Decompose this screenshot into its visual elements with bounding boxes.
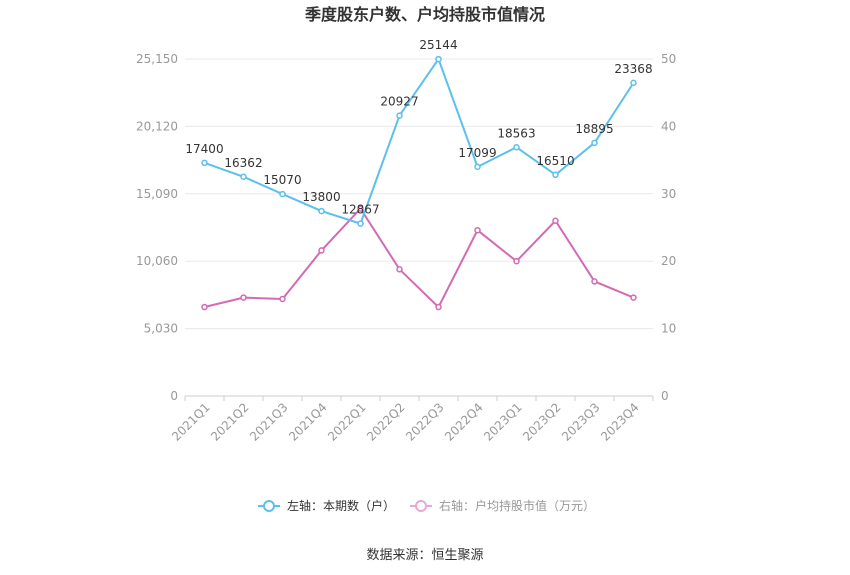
legend-marker-left xyxy=(263,500,275,512)
series xyxy=(201,55,637,311)
x-axis-tick-label: 2022Q2 xyxy=(364,400,408,444)
data-point-left xyxy=(513,144,520,151)
data-point-left xyxy=(318,207,325,215)
data-point-right xyxy=(240,294,247,301)
left-axis-tick-label: 15,090 xyxy=(136,187,178,201)
data-label: 20927 xyxy=(380,95,418,109)
series-line-right xyxy=(204,207,634,309)
right-axis-ticks: 0 10 20 30 40 50 xyxy=(661,52,676,403)
left-axis-tick-label: 25,150 xyxy=(136,52,178,66)
data-point-left xyxy=(591,139,598,147)
data-point-right xyxy=(474,226,481,234)
data-point-left xyxy=(357,220,364,227)
data-point-right xyxy=(318,247,325,254)
right-axis-tick-label: 0 xyxy=(661,389,669,403)
legend-item-left[interactable]: 左轴：本期数（户） xyxy=(258,498,395,513)
data-point-left xyxy=(396,112,403,119)
data-point-right xyxy=(591,278,598,285)
data-point-right xyxy=(279,295,286,303)
x-axis-tick-label: 2022Q4 xyxy=(442,400,486,444)
x-axis-tick-label: 2023Q3 xyxy=(559,400,603,444)
data-label: 17400 xyxy=(185,142,223,156)
data-point-left xyxy=(435,55,442,63)
right-axis-tick-label: 30 xyxy=(661,187,676,201)
right-axis-tick-label: 20 xyxy=(661,254,676,268)
left-axis-ticks: 0 5,030 10,060 15,090 20,120 25,150 xyxy=(136,52,178,403)
data-label: 16362 xyxy=(224,156,262,170)
series-line-left xyxy=(204,56,635,225)
data-label: 16510 xyxy=(536,154,574,168)
source-text: 数据来源：恒生聚源 xyxy=(366,548,483,563)
legend-label-left: 左轴：本期数（户） xyxy=(287,498,395,513)
x-axis-tick-label: 2021Q4 xyxy=(286,400,330,444)
x-axis-tick-label: 2023Q4 xyxy=(598,400,642,444)
data-point-left xyxy=(240,173,247,181)
x-axis-tick-label: 2021Q2 xyxy=(208,400,252,444)
x-axis-tick-label: 2022Q1 xyxy=(325,400,369,444)
left-axis-tick-label: 5,030 xyxy=(144,322,178,336)
data-label: 23368 xyxy=(614,62,652,76)
data-label: 25144 xyxy=(419,38,457,52)
data-label: 18895 xyxy=(575,122,613,136)
data-point-right xyxy=(552,217,559,225)
legend[interactable]: 左轴：本期数（户） 右轴：户均持股市值（万元） xyxy=(258,498,595,513)
right-axis-tick-label: 10 xyxy=(661,322,676,336)
legend-label-right: 右轴：户均持股市值（万元） xyxy=(439,498,595,513)
data-point-right xyxy=(513,257,520,265)
grid xyxy=(185,58,653,397)
data-point-right xyxy=(630,294,637,301)
data-point-right xyxy=(396,266,403,273)
legend-item-right[interactable]: 右轴：户均持股市值（万元） xyxy=(410,498,595,513)
data-point-left xyxy=(474,163,481,171)
left-axis-tick-label: 20,120 xyxy=(136,119,178,133)
data-point-left xyxy=(552,171,559,179)
data-label: 13800 xyxy=(302,190,340,204)
data-point-left xyxy=(630,79,637,87)
data-label: 15070 xyxy=(263,173,301,187)
x-axis-tick-label: 2021Q3 xyxy=(247,400,291,444)
right-axis-tick-label: 50 xyxy=(661,52,676,66)
data-label: 12867 xyxy=(341,203,379,217)
right-axis-tick-label: 40 xyxy=(661,119,676,133)
x-axis-tick-label: 2023Q1 xyxy=(481,400,525,444)
data-point-right xyxy=(357,205,364,212)
data-label: 18563 xyxy=(497,126,535,140)
chart-title: 季度股东户数、户均持股市值情况 xyxy=(304,5,545,24)
data-point-left xyxy=(201,159,208,167)
left-axis-tick-label: 0 xyxy=(170,389,178,403)
x-axis-tick-label: 2022Q3 xyxy=(403,400,447,444)
x-axis-tick-label: 2023Q2 xyxy=(520,400,564,444)
x-axis-ticks: 2021Q12021Q22021Q32021Q42022Q12022Q22022… xyxy=(169,396,654,444)
data-point-right xyxy=(435,303,442,311)
data-point-left xyxy=(279,190,286,198)
legend-marker-right xyxy=(415,500,427,512)
data-point-right xyxy=(201,303,208,311)
data-label: 17099 xyxy=(458,146,496,160)
x-axis-tick-label: 2021Q1 xyxy=(169,400,213,444)
left-axis-tick-label: 10,060 xyxy=(136,254,178,268)
